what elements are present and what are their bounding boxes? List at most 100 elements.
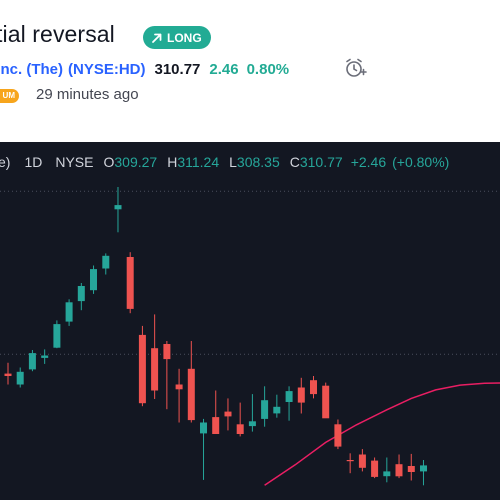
open-label: O xyxy=(103,154,115,170)
candle-down xyxy=(407,453,415,481)
high-value: 311.24 xyxy=(177,154,220,170)
last-price: 310.77 xyxy=(154,60,201,78)
candle-up xyxy=(65,299,73,326)
symbol-row: , Inc. (The) (NYSE:HD) 310.77 2.46 0.80% xyxy=(0,59,289,79)
low-value: 308.35 xyxy=(236,154,280,170)
candle-body xyxy=(407,466,415,472)
candle-body xyxy=(138,334,146,404)
candle-down xyxy=(236,402,244,437)
candle-body xyxy=(187,368,195,421)
price-chart[interactable]: e) 1D NYSE O 309.27 H 311.24 L 308.35 C 310.… xyxy=(0,142,500,500)
candle-down xyxy=(224,398,232,431)
candle-body xyxy=(163,344,171,360)
candle-down xyxy=(358,449,366,472)
candle-down xyxy=(163,341,171,410)
candle-down xyxy=(346,453,354,474)
long-badge: LONG xyxy=(143,26,211,49)
candle-body xyxy=(102,255,110,269)
candle-body xyxy=(224,411,232,417)
chart-legend: e) 1D NYSE O 309.27 H 311.24 L 308.35 C 310.… xyxy=(0,151,449,173)
candle-down xyxy=(371,457,379,479)
candle-body xyxy=(383,471,391,477)
candle-up xyxy=(285,386,293,421)
candle-down xyxy=(395,454,403,479)
price-level-lines xyxy=(0,190,500,355)
candle-body xyxy=(310,380,317,395)
candle-up xyxy=(53,320,61,349)
candle-body xyxy=(53,324,61,348)
candle-up xyxy=(200,418,207,480)
candle-down xyxy=(334,419,342,450)
idea-title[interactable]: tial reversal xyxy=(0,21,115,47)
moving-average-line xyxy=(264,382,500,486)
candle-body xyxy=(371,460,379,477)
candle-body xyxy=(151,348,159,391)
candle-body xyxy=(175,384,183,390)
close-label: C xyxy=(289,154,300,170)
candle-down xyxy=(322,382,330,419)
timeframe-label[interactable]: 1D xyxy=(24,154,43,170)
candle-body xyxy=(28,353,36,370)
candle-down xyxy=(212,390,220,434)
candle-body xyxy=(273,406,281,414)
candle-body xyxy=(322,385,330,419)
candle-body xyxy=(236,424,244,434)
candle-up xyxy=(248,394,256,432)
ticker-link[interactable]: (NYSE:HD) xyxy=(68,60,146,78)
published-time: 29 minutes ago xyxy=(36,86,139,103)
candle-body xyxy=(334,424,342,447)
candle-up xyxy=(102,253,110,275)
candle-down xyxy=(297,377,305,414)
candlestick-plot[interactable] xyxy=(0,142,500,500)
candle-up xyxy=(273,394,281,418)
candle-body xyxy=(41,355,49,358)
candle-down xyxy=(187,341,195,423)
candle-body xyxy=(114,205,122,210)
candle-body xyxy=(90,269,97,291)
candle-body xyxy=(285,391,293,402)
category-pill[interactable]: UM xyxy=(0,89,19,103)
candle-up xyxy=(90,265,97,294)
candle-up xyxy=(114,187,122,233)
candle-body xyxy=(346,460,354,462)
badge-label: LONG xyxy=(167,30,202,45)
candle-body xyxy=(16,371,24,385)
candle-up xyxy=(383,457,391,483)
idea-header: tial reversal LONG , Inc. (The) (NYSE:HD… xyxy=(0,0,500,142)
candle-body xyxy=(4,373,12,376)
candle-up xyxy=(41,349,49,364)
candle-body xyxy=(395,464,403,477)
candle-up xyxy=(28,350,36,372)
candle-body xyxy=(261,400,269,419)
symbol-name-tail[interactable]: e) xyxy=(0,154,11,170)
company-name-link[interactable]: , Inc. (The) xyxy=(0,60,63,78)
candles-layer xyxy=(4,187,427,486)
candle-up xyxy=(77,283,85,311)
candle-down xyxy=(4,362,12,385)
candle-up xyxy=(261,386,269,427)
candle-body xyxy=(200,422,207,434)
candle-body xyxy=(126,257,134,309)
candle-body xyxy=(358,454,366,468)
candle-down xyxy=(310,376,317,399)
price-change: 2.46 xyxy=(209,60,239,78)
candle-body xyxy=(77,286,85,302)
open-value: 309.27 xyxy=(114,154,158,170)
exchange-label: NYSE xyxy=(55,154,94,170)
candle-down xyxy=(175,368,183,423)
add-alert-icon[interactable] xyxy=(343,57,367,81)
low-label: L xyxy=(229,154,237,170)
price-change-percent: 0.80% xyxy=(246,60,290,78)
change-value: +2.46 xyxy=(350,154,387,170)
candle-body xyxy=(297,387,305,403)
candle-up xyxy=(16,367,24,388)
candle-up xyxy=(420,460,427,486)
high-label: H xyxy=(167,154,178,170)
candle-body xyxy=(248,421,256,427)
candle-down xyxy=(138,325,146,407)
arrow-up-right-icon xyxy=(152,33,162,43)
candle-body xyxy=(212,417,220,434)
candle-body xyxy=(65,302,73,322)
moving-average-layer xyxy=(264,382,500,486)
candle-down xyxy=(126,252,134,314)
